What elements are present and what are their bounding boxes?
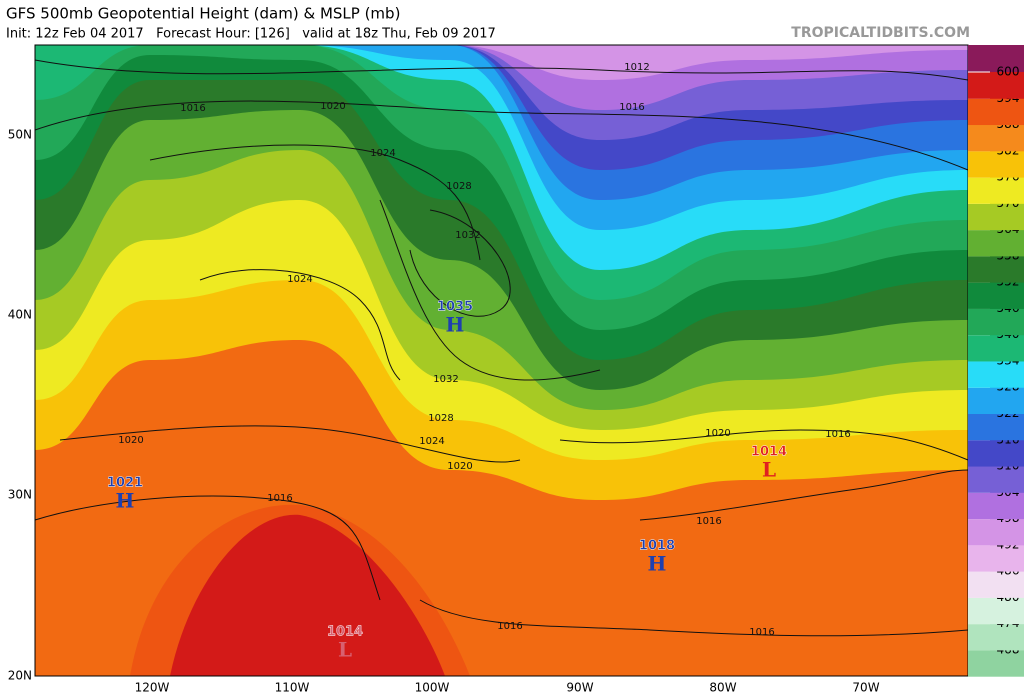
isobar xyxy=(59,425,521,463)
subtitle: Init: 12z Feb 04 2017 Forecast Hour: [12… xyxy=(6,27,496,42)
isobar-label: 1032 xyxy=(433,374,458,385)
colorbar-swatch xyxy=(968,177,1024,204)
isobar xyxy=(34,100,969,171)
colorbar-swatch xyxy=(968,387,1024,415)
isobar-label: 1020 xyxy=(447,461,472,472)
pressure-type: H xyxy=(116,489,135,513)
band xyxy=(35,45,968,80)
colorbar-swatch xyxy=(968,229,1024,257)
colorbar-swatch xyxy=(968,439,1024,467)
colorbar-cap xyxy=(968,45,1024,72)
isobar-label: 1016 xyxy=(825,429,850,440)
pressure-value: 1014 xyxy=(751,445,787,460)
pressure-value: 1035 xyxy=(437,300,473,315)
lat-label: 40N xyxy=(8,308,32,322)
colorbar-swatch xyxy=(968,282,1024,309)
colorbar-swatch xyxy=(968,203,1024,231)
isobar-label: 1016 xyxy=(267,493,292,504)
lon-label: 100W xyxy=(415,681,450,695)
colorbar-swatch xyxy=(968,124,1024,152)
colorbar-swatch xyxy=(968,571,1024,598)
lat-label: 50N xyxy=(8,128,32,142)
pressure-value: 1018 xyxy=(639,539,675,554)
colorbar-swatch xyxy=(968,518,1024,546)
colorbar-swatch xyxy=(968,413,1024,441)
height-bands xyxy=(35,45,968,500)
pressure-type: H xyxy=(648,552,667,576)
isobar xyxy=(149,144,481,261)
lon-label: 90W xyxy=(566,681,593,695)
isobar xyxy=(409,209,511,317)
lon-label: 120W xyxy=(135,681,170,695)
pressure-type: L xyxy=(338,638,352,662)
isobar-label: 1016 xyxy=(619,102,644,113)
isobar-label: 1028 xyxy=(428,413,453,424)
colorbar-swatch xyxy=(968,544,1024,572)
lat-label: 30N xyxy=(8,488,32,502)
pressure-value: 1014 xyxy=(327,625,363,640)
isobar xyxy=(199,269,401,381)
isobar-label: 1016 xyxy=(749,627,774,638)
colorbar-swatch xyxy=(968,597,1024,625)
lat-label: 20N xyxy=(8,669,32,683)
pressure-type: H xyxy=(446,313,465,337)
isobars xyxy=(34,59,969,637)
isobar-label: 1020 xyxy=(118,435,143,446)
colorbar-swatch xyxy=(968,623,1024,651)
lon-label: 80W xyxy=(709,681,736,695)
colorbar-swatch xyxy=(968,150,1024,178)
colorbar-swatch xyxy=(968,649,1024,677)
lon-label: 70W xyxy=(852,681,879,695)
isobar xyxy=(639,469,969,521)
source: TROPICALTIDBITS.COM xyxy=(791,25,970,41)
colorbar-swatch xyxy=(968,334,1024,362)
colorbar-swatch xyxy=(968,492,1024,520)
isobar-label: 1012 xyxy=(624,62,649,73)
isobar-label: 1032 xyxy=(455,230,480,241)
isobar-label: 1028 xyxy=(446,181,471,192)
title: GFS 500mb Geopotential Height (dam) & MS… xyxy=(6,5,400,23)
colorbar-swatch xyxy=(968,466,1024,493)
isobar-label: 1020 xyxy=(320,101,345,112)
band xyxy=(35,45,968,110)
isobar-label: 1016 xyxy=(696,516,721,527)
colorbar-label: 600 xyxy=(997,65,1020,79)
colorbar-swatch xyxy=(968,308,1024,336)
isobar-label: 1024 xyxy=(287,274,312,285)
isobar xyxy=(559,429,969,461)
isobar xyxy=(419,599,969,637)
pressure-type: L xyxy=(762,458,776,482)
band xyxy=(170,514,445,676)
isobar-label: 1020 xyxy=(705,428,730,439)
isobar-label: 1016 xyxy=(180,103,205,114)
isobar-label: 1024 xyxy=(370,148,395,159)
pressure-value: 1021 xyxy=(107,476,143,491)
isobar-label: 1024 xyxy=(419,436,444,447)
lon-label: 110W xyxy=(275,681,310,695)
colorbar-swatch xyxy=(968,255,1024,283)
isobar xyxy=(379,199,601,381)
isobar-label: 1016 xyxy=(497,621,522,632)
colorbar-swatch xyxy=(968,98,1024,126)
isobar xyxy=(34,59,969,81)
colorbar-swatch xyxy=(968,360,1024,388)
colorbar-swatch xyxy=(968,72,1024,99)
isobar xyxy=(34,495,381,601)
